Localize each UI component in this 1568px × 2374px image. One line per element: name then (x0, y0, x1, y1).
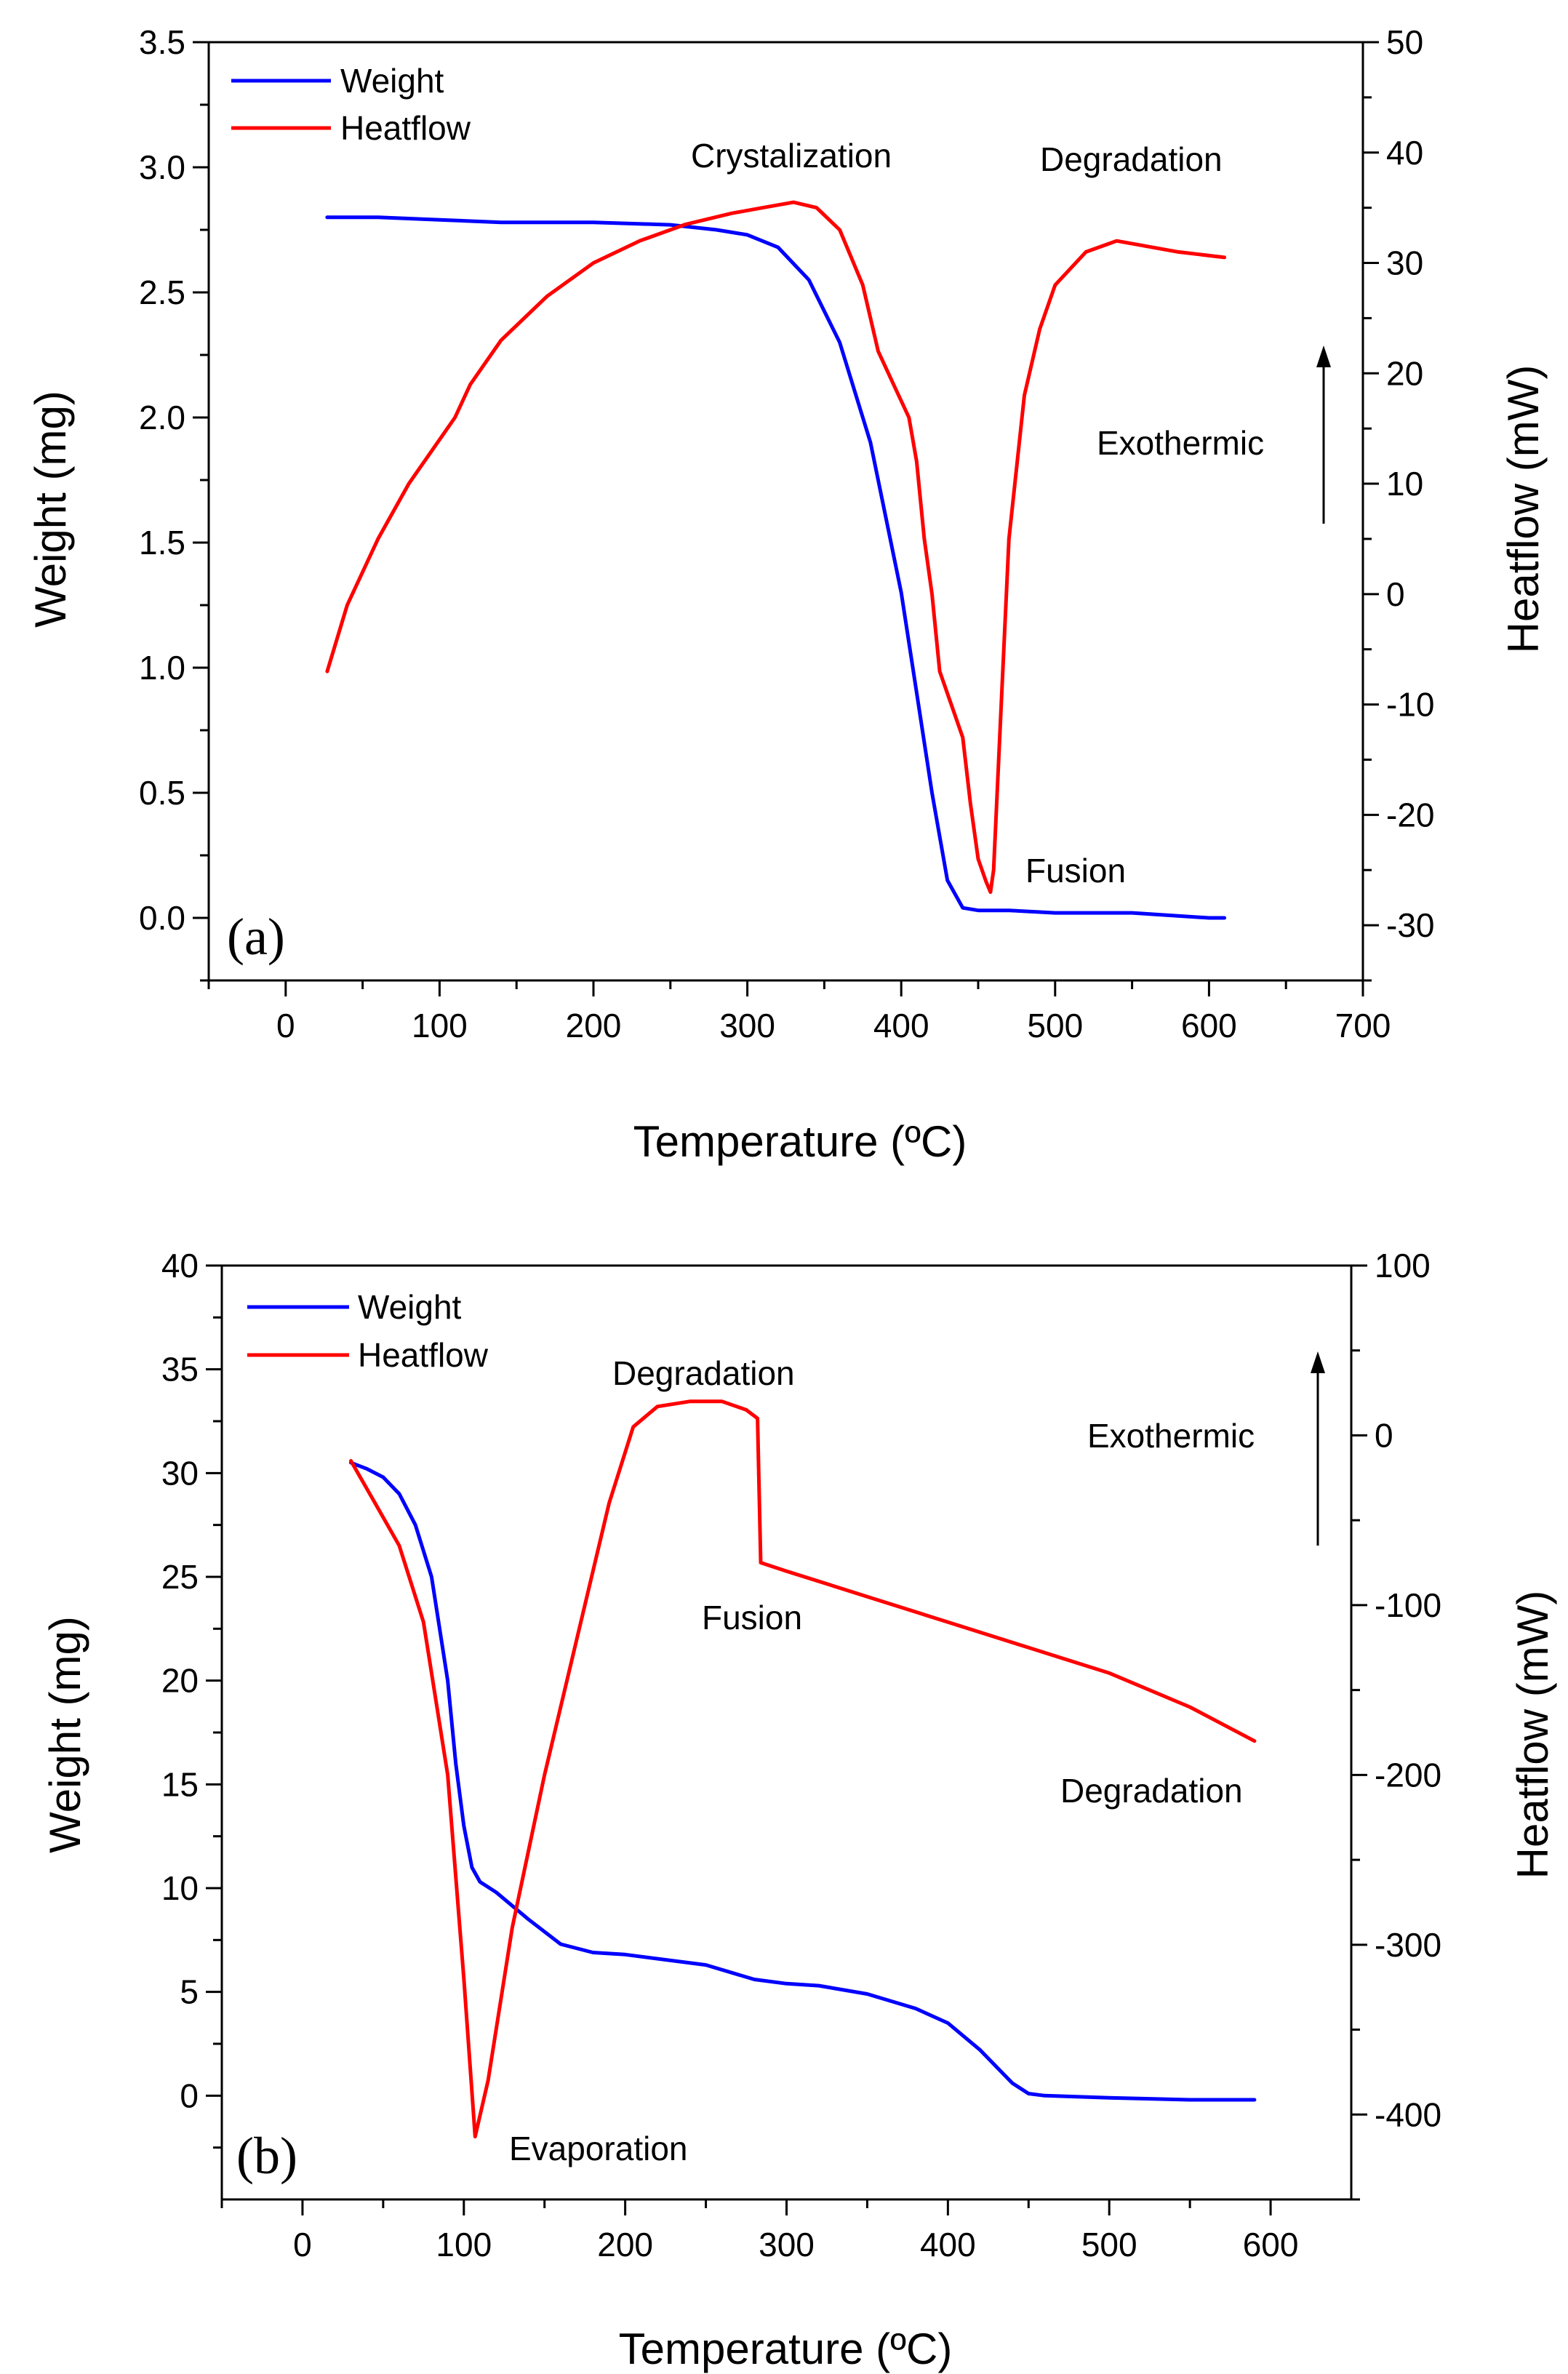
annotation-degradation: Degradation (1040, 140, 1223, 178)
series-line-weight (325, 215, 1227, 920)
x-axis-ticks: 0 100 200 300 400 500 600 700 (207, 980, 1391, 1044)
series-line-heatflow (325, 200, 1227, 895)
left-tick-label: 0.0 (139, 899, 185, 937)
right-tick-label: 40 (1386, 134, 1423, 172)
annotation-evaporation: Evaporation (509, 2130, 688, 2167)
x-tick-label: 600 (1181, 1007, 1237, 1044)
series-lines (349, 1399, 1257, 2139)
x-tick-label: 700 (1335, 1007, 1391, 1044)
exothermic-arrow (1316, 345, 1331, 524)
left-axis-title: Weight (mg) (41, 1616, 89, 1853)
left-axis-title: Weight (mg) (26, 391, 75, 628)
annotation-fusion: Fusion (702, 1599, 802, 1636)
annotation-fusion: Fusion (1025, 852, 1126, 890)
left-tick-label: 10 (161, 1869, 199, 1907)
x-tick-label: 500 (1081, 2226, 1137, 2263)
left-tick-label: 0.5 (139, 774, 185, 812)
left-tick-label: 30 (161, 1454, 199, 1492)
right-tick-label: 30 (1386, 244, 1423, 282)
right-tick-label: 0 (1386, 575, 1405, 613)
left-tick-label: 25 (161, 1558, 199, 1596)
x-tick-label: 300 (759, 2226, 815, 2263)
left-tick-label: 35 (161, 1351, 199, 1388)
x-axis-ticks: 0 100 200 300 400 500 600 (220, 2199, 1299, 2263)
right-tick-label: 0 (1375, 1416, 1393, 1454)
legend-label-weight: Weight (358, 1288, 462, 1326)
left-tick-label: 1.5 (139, 524, 185, 561)
x-axis-title: Temperature (ºC) (619, 2325, 953, 2373)
annotation-crystalization: Crystalization (691, 137, 892, 175)
legend-label-heatflow: Heatflow (340, 109, 471, 147)
right-tick-label: 10 (1386, 465, 1423, 503)
annotation-exothermic: Exothermic (1087, 1417, 1255, 1455)
x-axis-title: Temperature (ºC) (633, 1117, 967, 1166)
right-tick-label: 50 (1386, 23, 1423, 61)
chart-panel-a: 0 100 200 300 400 500 600 700 0.00.51.01.52.02.… (26, 23, 1548, 1166)
left-tick-label: 15 (161, 1765, 199, 1803)
right-axis-title: Heatflow (mW) (1499, 365, 1548, 654)
right-tick-label: -300 (1375, 1926, 1441, 1964)
legend-label-weight: Weight (340, 62, 444, 100)
series-lines (325, 200, 1227, 920)
x-tick-label: 100 (436, 2226, 492, 2263)
x-tick-label: 0 (276, 1007, 295, 1044)
x-tick-label: 600 (1243, 2226, 1299, 2263)
left-tick-label: 20 (161, 1662, 199, 1700)
left-axis-ticks: 0 5 10 15 20 25 30 35 40 (161, 1247, 222, 2149)
series-line-heatflow (349, 1399, 1257, 2139)
chart-panel-b: 0 100 200 300 400 500 600 0 5 10 15 20 25 30 35 40 -40… (41, 1247, 1557, 2373)
annotation-degradation-top: Degradation (612, 1354, 795, 1392)
left-tick-label: 2.5 (139, 273, 185, 311)
right-tick-label: -100 (1375, 1586, 1441, 1624)
legend-label-heatflow: Heatflow (358, 1336, 489, 1374)
x-tick-label: 200 (597, 2226, 653, 2263)
panel-label: (b) (236, 2127, 297, 2185)
left-tick-label: 3.0 (139, 148, 185, 186)
x-tick-label: 200 (566, 1007, 622, 1044)
x-tick-label: 0 (293, 2226, 312, 2263)
panel-label: (a) (227, 908, 285, 966)
plot-frame (207, 41, 1364, 982)
x-tick-label: 400 (920, 2226, 976, 2263)
right-axis-title: Heatflow (mW) (1508, 1591, 1557, 1879)
left-tick-label: 3.5 (139, 23, 185, 61)
legend: Weight Heatflow (231, 62, 471, 147)
left-tick-label: 40 (161, 1247, 199, 1284)
right-tick-label: -10 (1386, 686, 1434, 724)
right-tick-label: -200 (1375, 1756, 1441, 1794)
right-tick-label: 20 (1386, 354, 1423, 392)
plot-frame (220, 1264, 1353, 2201)
x-tick-label: 300 (719, 1007, 775, 1044)
left-tick-label: 1.0 (139, 649, 185, 687)
right-axis-ticks: -400 -300 -200 -100 0 100 (1351, 1247, 1441, 2201)
exothermic-arrow (1311, 1351, 1325, 1546)
x-tick-label: 500 (1027, 1007, 1083, 1044)
right-tick-label: 100 (1375, 1247, 1431, 1284)
right-tick-label: -30 (1386, 906, 1434, 944)
x-tick-label: 400 (873, 1007, 929, 1044)
right-axis-ticks: -30 -20 -10 0 10 20 30 40 50 (1363, 23, 1434, 982)
right-tick-label: -20 (1386, 796, 1434, 834)
annotation-degradation-right: Degradation (1060, 1772, 1243, 1810)
left-tick-label: 0 (180, 2077, 199, 2114)
left-axis-ticks: 0.0 0.5 1.0 1.5 2.0 2.5 3.0 3.5 (139, 23, 209, 982)
legend: Weight Heatflow (247, 1288, 489, 1374)
right-tick-label: -400 (1375, 2095, 1441, 2133)
left-tick-label: 2.0 (139, 399, 185, 436)
series-line-weight (349, 1460, 1257, 2102)
x-tick-label: 100 (412, 1007, 468, 1044)
annotation-exothermic: Exothermic (1097, 424, 1264, 462)
left-tick-label: 5 (180, 1973, 199, 2011)
